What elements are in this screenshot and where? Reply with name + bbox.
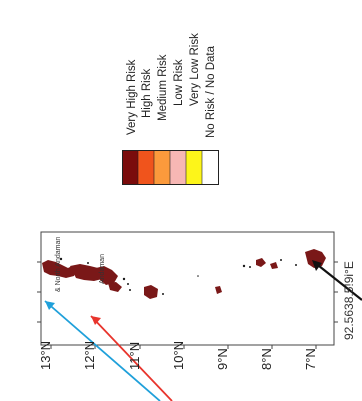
legend-swatch-very-low [186, 150, 202, 185]
ritchie-archipelago [108, 282, 122, 292]
place-label-andaman: Andaman [99, 254, 106, 284]
map-frame [40, 231, 335, 346]
place-label-north-andaman: & North Andaman [55, 236, 62, 292]
black-arrow-line [313, 261, 362, 301]
lat-label-10n: 10°N [171, 340, 186, 370]
legend-swatch-low [170, 150, 186, 185]
red-arrow-head [91, 316, 101, 325]
lat-label-9n: 9°N [215, 348, 230, 370]
annotation-arrows [44, 260, 362, 401]
north-andaman-island [42, 260, 76, 278]
car-nicobar-island [215, 286, 222, 294]
small-island-dots [59, 257, 297, 295]
black-arrow-head [312, 260, 322, 271]
risk-land [42, 249, 326, 299]
legend-swatch-medium [154, 150, 170, 185]
lat-label-12n: 12°N [82, 340, 97, 370]
lat-label-11n: 11°N [127, 341, 142, 370]
legend-swatch-high [138, 150, 154, 185]
legend-swatch-no-data [202, 150, 218, 185]
middle-andaman-island [70, 264, 104, 281]
nicobar-small-island [270, 262, 278, 269]
lat-label-7n: 7°N [303, 348, 318, 370]
blue-arrow-head [45, 301, 55, 310]
longitude-label: 92.5638.5!9i°E [342, 261, 356, 340]
legend-swatch-very-high [122, 150, 138, 185]
lat-label-13n: 13°N [38, 340, 53, 370]
nicobar-central-island [256, 258, 266, 267]
legend-color-bar [122, 150, 219, 185]
lat-label-8n: 8°N [259, 348, 274, 370]
lat-ticks [37, 261, 338, 349]
legend [122, 150, 220, 195]
blue-arrow-line [44, 300, 161, 401]
south-andaman-island [96, 266, 118, 285]
little-andaman-island [144, 285, 158, 299]
red-arrow-line [90, 315, 173, 401]
